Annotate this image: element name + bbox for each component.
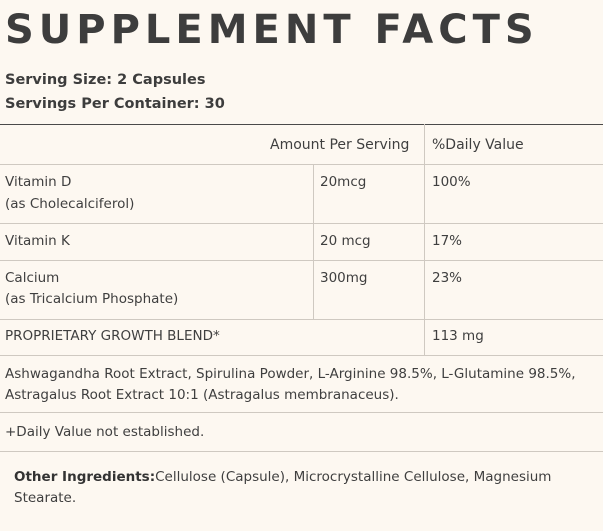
- amount-per-serving-header: Amount Per Serving: [270, 137, 410, 153]
- blend-ingredients-line: Ashwagandha Root Extract, Spirulina Powd…: [5, 366, 576, 382]
- serving-size: Serving Size: 2 Capsules: [5, 72, 206, 88]
- blend-amount: 113 mg: [432, 328, 484, 344]
- row-divider: [0, 164, 603, 165]
- row-divider: [0, 319, 603, 320]
- page-title: SUPPLEMENT FACTS: [5, 7, 539, 53]
- column-divider: [424, 164, 425, 355]
- nutrient-daily-value: 23%: [432, 270, 463, 286]
- row-divider: [0, 223, 603, 224]
- other-ingredients-text: Cellulose (Capsule), Microcrystalline Ce…: [14, 469, 552, 506]
- nutrient-source: (as Cholecalciferol): [5, 196, 135, 212]
- nutrient-name: Vitamin D: [5, 174, 72, 190]
- row-divider: [0, 412, 603, 413]
- row-divider: [0, 451, 603, 452]
- header-rule: [0, 124, 603, 125]
- row-divider: [0, 260, 603, 261]
- nutrient-source: (as Tricalcium Phosphate): [5, 291, 179, 307]
- nutrient-name: Vitamin K: [5, 233, 70, 249]
- other-ingredients: Other Ingredients:Cellulose (Capsule), M…: [14, 467, 574, 509]
- nutrient-amount: 20mcg: [320, 174, 367, 190]
- column-divider: [313, 164, 314, 319]
- footnote: +Daily Value not established.: [5, 424, 205, 440]
- row-divider: [0, 355, 603, 356]
- blend-ingredients-line: Astragalus Root Extract 10:1 (Astragalus…: [5, 387, 399, 403]
- blend-name: PROPRIETARY GROWTH BLEND*: [5, 328, 220, 344]
- daily-value-header: %Daily Value: [432, 137, 524, 153]
- nutrient-daily-value: 17%: [432, 233, 463, 249]
- other-ingredients-label: Other Ingredients:: [14, 469, 156, 485]
- nutrient-name: Calcium: [5, 270, 60, 286]
- column-divider: [424, 124, 425, 164]
- nutrient-amount: 20 mcg: [320, 233, 371, 249]
- nutrient-amount: 300mg: [320, 270, 368, 286]
- servings-per-container: Servings Per Container: 30: [5, 96, 225, 112]
- nutrient-daily-value: 100%: [432, 174, 471, 190]
